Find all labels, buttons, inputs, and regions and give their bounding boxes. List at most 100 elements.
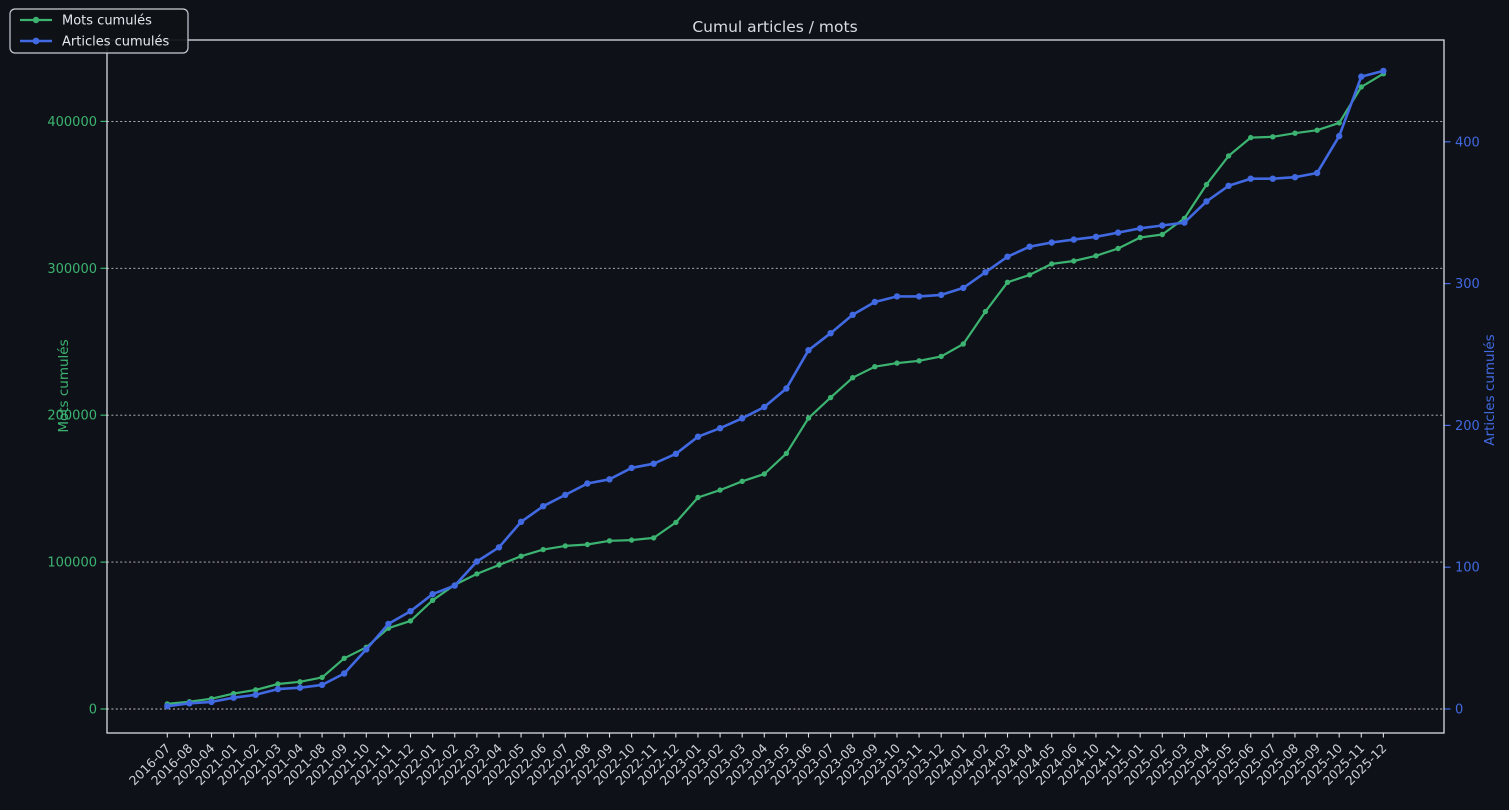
data-point xyxy=(761,403,768,411)
data-point xyxy=(341,670,348,677)
data-point xyxy=(672,450,680,457)
data-point xyxy=(827,330,834,337)
data-point xyxy=(960,341,966,347)
left-tick-label: 400000 xyxy=(47,115,97,130)
data-point xyxy=(694,433,702,440)
right-tick-label: 200 xyxy=(1455,419,1480,434)
data-point xyxy=(628,537,635,543)
plot-frame xyxy=(106,39,1445,734)
data-point xyxy=(540,503,547,510)
data-point xyxy=(915,293,923,300)
data-point xyxy=(341,655,347,661)
left-tick-label: 0 xyxy=(89,703,97,718)
data-point xyxy=(960,284,967,292)
series-line xyxy=(166,69,1385,708)
data-point xyxy=(496,562,502,568)
data-point xyxy=(275,681,281,687)
data-point xyxy=(1004,279,1011,285)
data-point xyxy=(429,597,436,603)
data-point xyxy=(584,480,591,487)
data-point xyxy=(1336,132,1343,140)
data-point xyxy=(1380,67,1387,75)
data-point xyxy=(297,679,303,685)
data-point xyxy=(1291,174,1299,181)
right-tick-label: 300 xyxy=(1455,277,1480,292)
data-point xyxy=(717,487,723,493)
data-point xyxy=(208,698,215,706)
data-point xyxy=(1026,272,1033,278)
data-point xyxy=(982,308,989,315)
left-axis-label: Mots cumulés xyxy=(56,339,72,432)
data-point xyxy=(562,491,569,499)
data-point xyxy=(1358,73,1365,80)
data-point xyxy=(1248,134,1254,141)
data-point xyxy=(164,703,171,710)
data-point xyxy=(1292,130,1298,136)
data-point xyxy=(1137,234,1143,241)
data-point xyxy=(1048,239,1055,246)
data-point xyxy=(1159,231,1166,238)
data-point xyxy=(296,684,304,691)
data-point xyxy=(1336,120,1342,126)
data-point xyxy=(673,519,679,526)
data-point xyxy=(805,415,812,421)
data-point xyxy=(1159,222,1166,229)
data-point xyxy=(474,571,480,577)
right-axis-label: Articles cumulés xyxy=(1482,334,1498,445)
legend: Mots cumulés Articles cumulés xyxy=(9,8,189,54)
data-point xyxy=(274,685,282,693)
data-point xyxy=(363,646,370,653)
data-point xyxy=(894,360,900,366)
data-point xyxy=(429,590,436,598)
data-point xyxy=(1314,127,1320,133)
data-point xyxy=(407,608,414,615)
data-point xyxy=(1049,261,1055,267)
data-point xyxy=(695,494,701,501)
data-point xyxy=(473,558,481,565)
legend-entry-mots[interactable]: Mots cumulés xyxy=(20,14,152,29)
data-point xyxy=(1026,243,1033,250)
legend-entry-articles[interactable]: Articles cumulés xyxy=(20,35,170,50)
series-line xyxy=(166,72,1385,706)
data-point xyxy=(650,460,657,467)
data-point xyxy=(407,618,414,624)
chart-title: Cumul articles / mots xyxy=(692,18,857,36)
data-point xyxy=(628,464,635,472)
data-point xyxy=(1004,253,1011,260)
data-point xyxy=(1247,175,1254,182)
data-point xyxy=(938,291,945,299)
data-point xyxy=(716,425,724,432)
data-point xyxy=(319,674,325,681)
data-point xyxy=(252,691,259,698)
data-point xyxy=(1070,236,1078,243)
left-tick-label: 100000 xyxy=(47,556,97,571)
data-point xyxy=(540,546,546,553)
legend-label-mots: Mots cumulés xyxy=(62,14,152,29)
data-point xyxy=(1115,245,1121,252)
data-point xyxy=(495,544,503,551)
data-point xyxy=(562,543,568,549)
data-point xyxy=(761,471,767,477)
legend-marker-green xyxy=(32,16,40,24)
right-tick-label: 400 xyxy=(1455,135,1480,150)
data-point xyxy=(1203,181,1210,188)
left-tick-label: 200000 xyxy=(47,409,97,424)
data-point xyxy=(253,687,259,693)
data-point xyxy=(651,535,657,541)
data-point xyxy=(805,347,812,354)
data-point xyxy=(517,518,525,525)
data-point xyxy=(850,375,856,381)
data-point xyxy=(938,353,944,360)
data-point xyxy=(606,476,613,483)
data-point xyxy=(1203,198,1210,205)
data-point xyxy=(871,298,878,306)
data-point xyxy=(1137,225,1144,232)
data-point xyxy=(893,293,901,300)
data-point xyxy=(827,394,834,401)
data-point xyxy=(1181,219,1188,226)
right-tick-label: 100 xyxy=(1455,561,1480,576)
legend-label-articles: Articles cumulés xyxy=(62,35,170,50)
data-point xyxy=(518,553,524,559)
gridlines xyxy=(107,120,1444,710)
data-point xyxy=(783,450,790,457)
